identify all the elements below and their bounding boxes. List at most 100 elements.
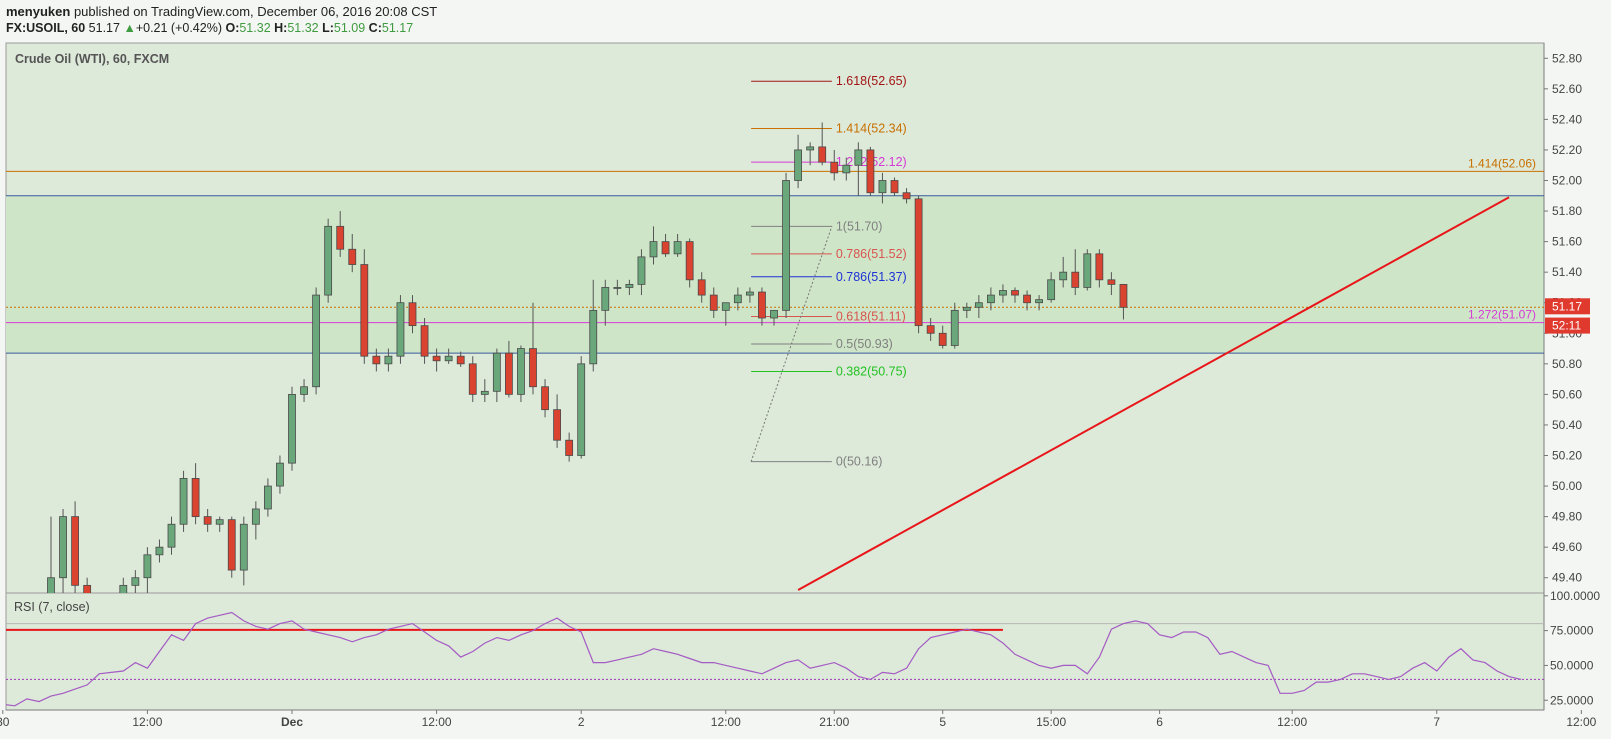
candle[interactable] [492,352,501,392]
candle[interactable] [1083,253,1092,288]
candle[interactable] [517,348,525,395]
candle[interactable] [276,462,284,487]
candle[interactable] [288,393,296,464]
candle[interactable] [348,248,357,265]
candle[interactable] [1011,290,1019,296]
candle[interactable] [480,390,489,395]
candle[interactable] [818,146,827,163]
price-axis-label: 51.80 [1552,204,1582,218]
candle[interactable] [878,180,887,194]
candle[interactable] [59,516,67,579]
candle[interactable] [1047,279,1056,301]
candle[interactable] [938,332,947,346]
trendline[interactable] [797,196,1510,591]
candle[interactable] [71,516,79,586]
candle[interactable] [119,584,128,600]
candle[interactable] [1035,299,1043,304]
fib-label-4: 0.786(51.52) [836,247,907,261]
candle[interactable] [902,192,911,200]
candle[interactable] [625,283,634,288]
candle[interactable] [1059,271,1068,281]
candle[interactable] [251,508,260,525]
candle[interactable] [709,294,718,311]
candle[interactable] [468,363,477,395]
candle[interactable] [974,302,983,308]
candle[interactable] [83,584,92,623]
candle[interactable] [179,478,188,525]
candle[interactable] [1071,271,1080,288]
candle[interactable] [444,355,453,362]
candle[interactable] [854,149,863,166]
candle[interactable] [697,279,706,296]
candle[interactable] [746,291,754,296]
candle[interactable] [842,164,851,174]
candle[interactable] [263,485,272,510]
candle[interactable] [637,256,646,285]
candle[interactable] [312,294,321,388]
candle[interactable] [336,225,345,250]
time-axis-label: 12:00 [422,715,452,729]
candle[interactable] [131,577,140,586]
candle[interactable] [47,577,55,609]
candle[interactable] [926,325,935,334]
candle[interactable] [914,198,923,327]
rsi-line[interactable] [3,611,1522,707]
candle[interactable] [227,519,236,571]
candle[interactable] [203,516,212,525]
candle[interactable] [733,294,742,304]
candle[interactable] [143,554,152,579]
candle[interactable] [553,409,561,441]
candle[interactable] [155,546,164,556]
candle[interactable] [372,355,381,365]
candle[interactable] [300,386,308,395]
candle[interactable] [456,355,465,365]
candle[interactable] [794,149,802,181]
candle[interactable] [770,309,778,319]
candle[interactable] [673,241,682,255]
candle[interactable] [408,302,417,327]
candle[interactable] [1107,279,1116,285]
time-axis-label: 12:00 [1566,715,1596,729]
candle[interactable] [1095,253,1104,281]
candle[interactable] [685,241,694,281]
candle[interactable] [987,294,995,304]
candle[interactable] [999,290,1007,296]
candle[interactable] [504,352,513,395]
price-axis-label: 50.80 [1552,357,1582,371]
candle[interactable] [830,161,839,174]
candle[interactable] [420,325,429,357]
fib-label-3: 1(51.70) [836,219,883,233]
candle[interactable] [1023,294,1031,304]
candle[interactable] [962,306,971,311]
candle[interactable] [541,386,549,411]
candle[interactable] [782,180,790,311]
candle[interactable] [577,363,586,456]
candle[interactable] [601,287,610,311]
candle[interactable] [565,439,574,456]
candle[interactable] [529,348,537,388]
candle[interactable] [396,302,405,357]
candle[interactable] [1119,283,1128,308]
candle[interactable] [721,302,730,311]
close-value: 51.17 [381,21,414,35]
candle[interactable] [432,355,441,362]
candle[interactable] [613,287,622,289]
candle[interactable] [950,309,959,346]
candle[interactable] [866,149,875,194]
candle[interactable] [806,146,815,151]
candle[interactable] [191,478,200,518]
candle[interactable] [384,355,393,365]
candle[interactable] [215,519,224,525]
candle[interactable] [324,225,333,296]
candle[interactable] [649,241,658,258]
candle[interactable] [890,180,899,194]
candle[interactable] [589,309,598,365]
candle[interactable] [167,523,176,548]
author-name[interactable]: menyuken [6,4,71,19]
candle[interactable] [661,241,670,255]
candle[interactable] [758,291,766,319]
candle[interactable] [360,264,369,357]
candle[interactable] [239,523,248,571]
rsi-axis-label: 50.0000 [1550,658,1594,672]
